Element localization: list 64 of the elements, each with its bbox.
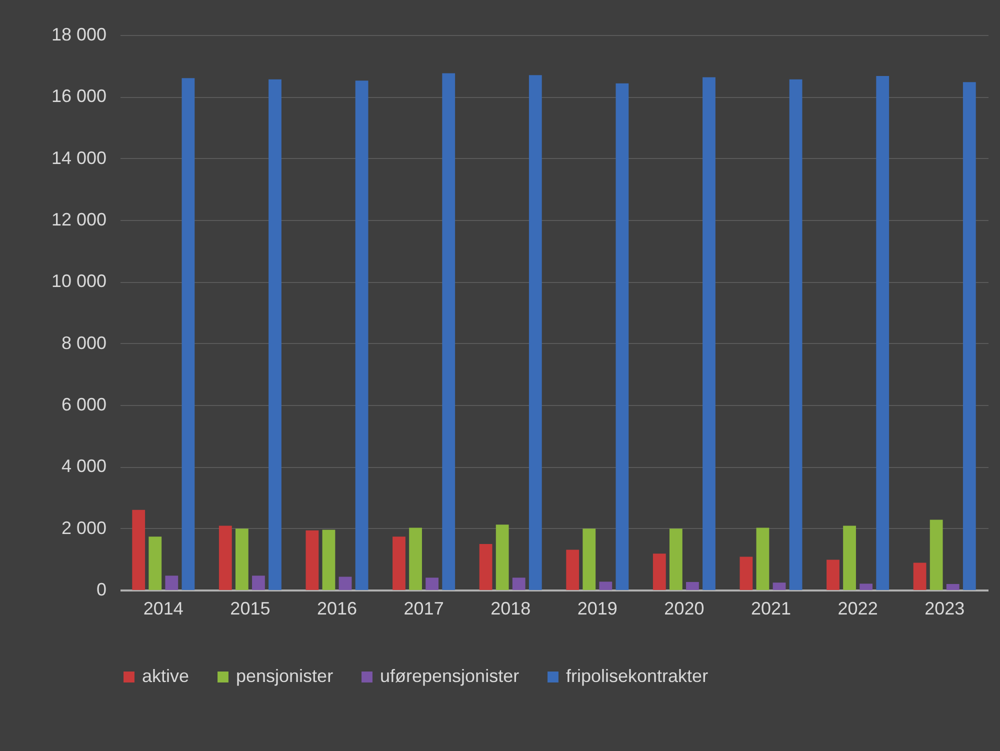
y-tick-label: 6 000 [61, 394, 106, 414]
bar [652, 554, 666, 590]
bar [512, 578, 526, 590]
bar [268, 79, 282, 590]
bar [740, 556, 753, 590]
x-tick-label: 2018 [490, 598, 531, 618]
y-tick-label: 0 [96, 580, 106, 600]
bar [442, 73, 456, 590]
bar [962, 82, 976, 590]
x-tick-label: 2017 [404, 598, 444, 618]
x-tick-label: 2023 [924, 598, 965, 618]
y-tick-label: 12 000 [51, 210, 106, 230]
bar [566, 550, 580, 590]
bar [702, 77, 716, 590]
x-tick-label: 2020 [664, 598, 704, 618]
bar [843, 526, 856, 590]
bar [772, 582, 786, 590]
bar [756, 528, 770, 590]
bar [218, 526, 232, 590]
y-tick-label: 16 000 [51, 86, 106, 106]
bar [946, 584, 960, 590]
x-tick-label: 2019 [577, 598, 618, 618]
bar [409, 528, 422, 590]
bar [132, 510, 146, 590]
legend-label: aktive [142, 666, 190, 686]
legend-label: pensjonister [236, 666, 334, 686]
bar [669, 528, 682, 590]
bar [599, 582, 612, 590]
bar [322, 530, 336, 590]
x-tick-label: 2015 [230, 598, 270, 618]
bar [306, 530, 319, 590]
y-tick-label: 14 000 [51, 148, 106, 168]
bar [165, 576, 178, 590]
bar [913, 562, 926, 590]
bar [148, 536, 162, 590]
bar [789, 79, 802, 590]
bar [392, 536, 406, 590]
bar [826, 560, 840, 590]
bar [528, 75, 542, 590]
bar [496, 524, 509, 590]
legend-label: fripolisekontrakter [566, 666, 708, 686]
bar [182, 78, 195, 590]
bar [252, 576, 265, 590]
y-tick-label: 2 000 [61, 518, 106, 538]
bar [479, 544, 492, 590]
bar [876, 76, 890, 590]
y-tick-label: 4 000 [61, 456, 106, 476]
bar [582, 528, 596, 590]
x-tick-label: 2021 [750, 598, 792, 618]
x-tick-label: 2022 [838, 598, 878, 618]
bar [235, 528, 248, 590]
bar [355, 80, 368, 590]
legend-label: uførepensjonister [380, 666, 520, 686]
y-tick-label: 10 000 [51, 271, 106, 292]
bar [930, 520, 943, 590]
bar [338, 576, 352, 590]
bar [426, 578, 439, 590]
y-tick-label: 8 000 [61, 332, 106, 353]
x-tick-label: 2014 [143, 598, 184, 618]
x-tick-label: 2016 [316, 598, 358, 618]
bar [616, 83, 629, 590]
bar [860, 584, 873, 590]
bar [686, 582, 699, 590]
y-tick-label: 18 000 [51, 24, 106, 44]
